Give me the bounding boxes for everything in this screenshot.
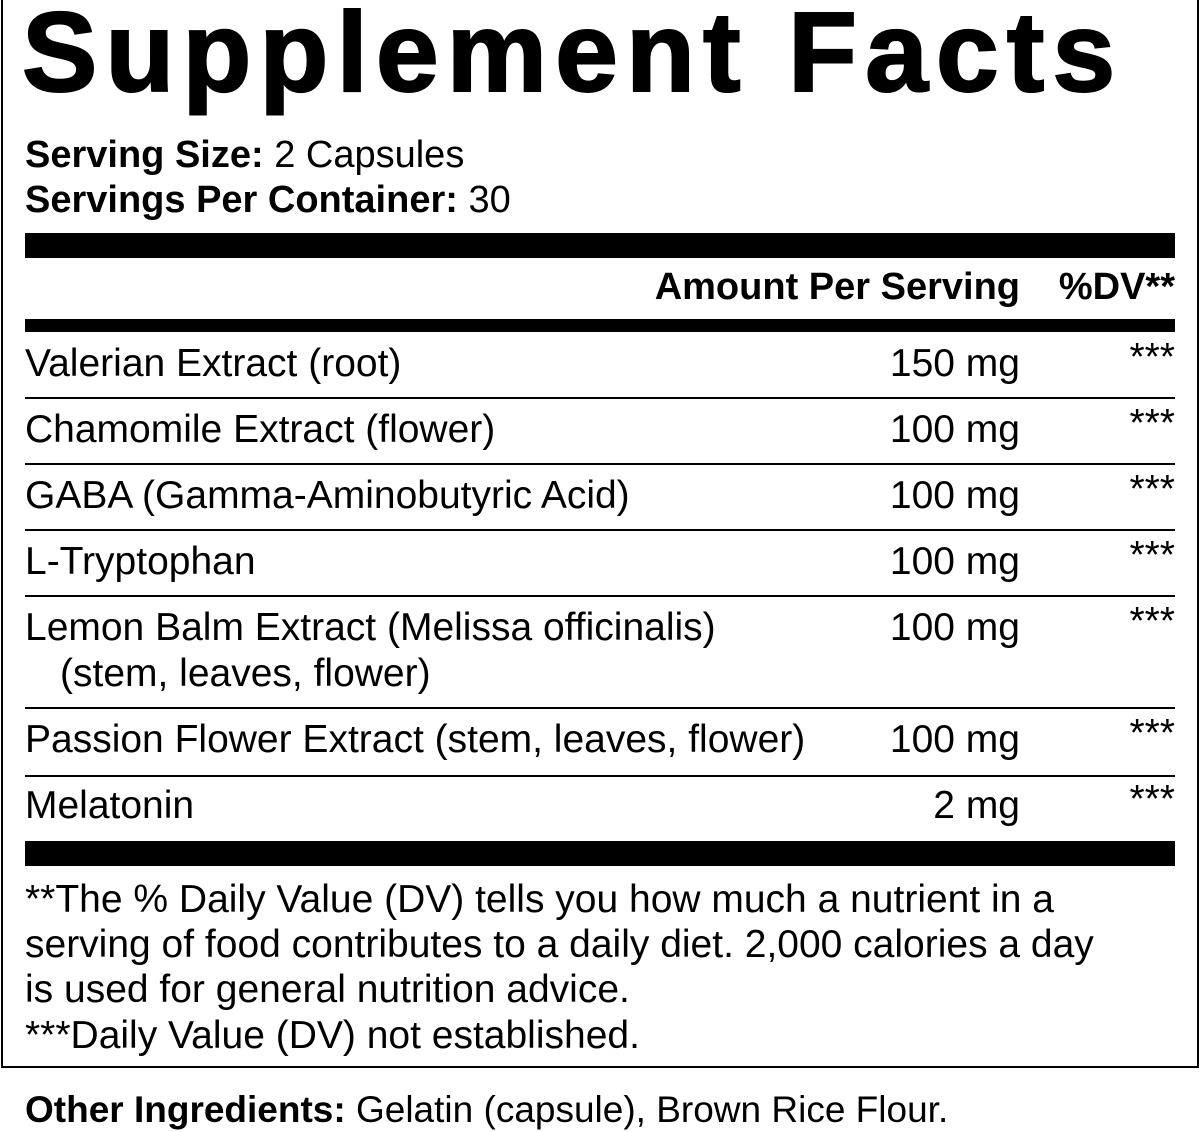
row-divider: [25, 529, 1175, 531]
footnote-line: ***Daily Value (DV) not established.: [25, 1014, 640, 1057]
serving-size: Serving Size: 2 Capsules: [25, 133, 464, 177]
footnote-line: **The % Daily Value (DV) tells you how m…: [25, 878, 1054, 921]
ingredient-dv: ***: [1129, 534, 1175, 577]
page-title: Supplement Facts: [21, 0, 1124, 115]
row-divider: [25, 397, 1175, 399]
ingredient-dv: ***: [1129, 402, 1175, 445]
ingredient-amount: 100 mg: [889, 606, 1020, 649]
row-divider: [25, 463, 1175, 465]
other-ingredients-label: Other Ingredients:: [25, 1089, 346, 1130]
row-divider: [25, 775, 1175, 777]
ingredient-dv: ***: [1129, 468, 1175, 511]
serving-size-value: 2 Capsules: [274, 134, 465, 176]
ingredient-dv: ***: [1129, 336, 1175, 379]
ingredient-name: L-Tryptophan: [25, 540, 256, 583]
thick-divider: [25, 233, 1175, 258]
ingredient-dv: ***: [1129, 600, 1175, 643]
amount-header: Amount Per Serving: [654, 266, 1020, 308]
ingredient-name: GABA (Gamma-Aminobutyric Acid): [25, 474, 630, 517]
ingredient-amount: 150 mg: [889, 342, 1020, 385]
facts-panel: [1, 0, 1199, 1068]
ingredient-amount: 100 mg: [889, 718, 1020, 761]
servings-value: 30: [468, 179, 511, 221]
ingredient-subtext: (stem, leaves, flower): [60, 652, 431, 695]
other-ingredients: Other Ingredients: Gelatin (capsule), Br…: [25, 1088, 948, 1132]
ingredient-name: Melatonin: [25, 784, 195, 827]
thick-divider: [25, 841, 1175, 866]
ingredient-amount: 100 mg: [889, 408, 1020, 451]
dv-header: %DV**: [1058, 266, 1175, 308]
ingredient-amount: 100 mg: [889, 540, 1020, 583]
serving-size-label: Serving Size:: [25, 134, 264, 176]
ingredient-name: Lemon Balm Extract (Melissa officinalis): [25, 606, 716, 649]
ingredient-amount: 2 mg: [933, 784, 1020, 827]
ingredient-name: Valerian Extract (root): [25, 342, 402, 385]
ingredient-name: Passion Flower Extract (stem, leaves, fl…: [25, 718, 806, 761]
servings-per-container: Servings Per Container: 30: [25, 178, 511, 222]
ingredient-name: Chamomile Extract (flower): [25, 408, 496, 451]
footnote-line: is used for general nutrition advice.: [25, 968, 630, 1011]
servings-label: Servings Per Container:: [25, 179, 458, 221]
row-divider: [25, 707, 1175, 709]
ingredient-dv: ***: [1129, 712, 1175, 755]
ingredient-amount: 100 mg: [889, 474, 1020, 517]
medium-divider: [25, 319, 1175, 332]
footnote-line: serving of food contributes to a daily d…: [25, 923, 1094, 966]
other-ingredients-value: Gelatin (capsule), Brown Rice Flour.: [355, 1089, 949, 1130]
row-divider: [25, 595, 1175, 597]
ingredient-dv: ***: [1129, 778, 1175, 821]
